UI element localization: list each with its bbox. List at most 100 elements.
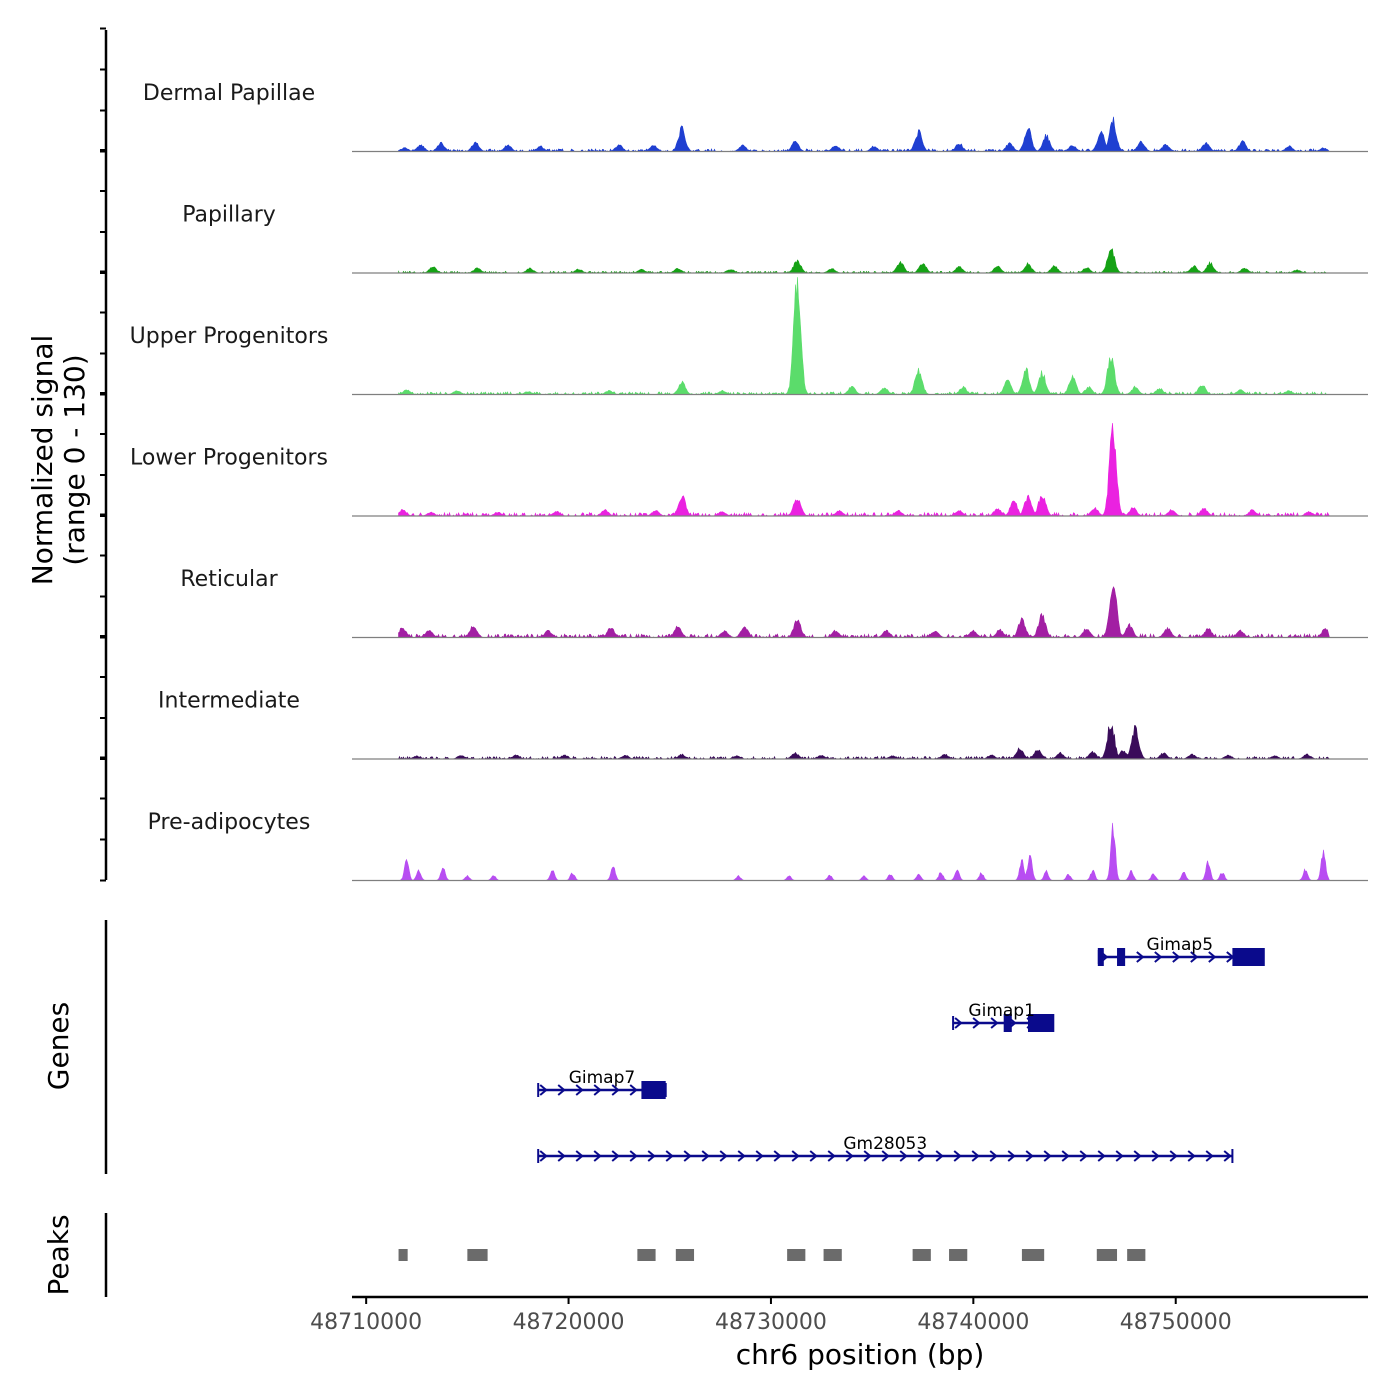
track-label: Reticular <box>180 567 278 592</box>
track-signal-area <box>398 116 1331 153</box>
strand-arrow <box>845 1150 854 1162</box>
exon <box>641 1081 666 1099</box>
strand-arrow <box>773 1150 782 1162</box>
x-tick-label: 48710000 <box>310 1310 422 1335</box>
strand-arrow <box>539 1150 548 1162</box>
exon <box>1027 1014 1055 1032</box>
strand-arrow <box>737 1150 746 1162</box>
x-axis-title: chr6 position (bp) <box>736 1338 985 1371</box>
strand-arrow <box>954 1017 963 1029</box>
strand-arrow <box>791 1150 800 1162</box>
strand-arrow <box>881 1150 890 1162</box>
gene-label: Gimap7 <box>569 1068 635 1088</box>
strand-arrow <box>1172 951 1181 963</box>
strand-arrow <box>593 1084 602 1096</box>
strand-arrow <box>1043 1150 1052 1162</box>
track-signal-area <box>398 822 1330 881</box>
peak-region <box>823 1249 842 1261</box>
track-4: Reticular <box>180 567 1368 639</box>
strand-arrow <box>827 1150 836 1162</box>
strand-arrow <box>863 1150 872 1162</box>
gene-gimap7: Gimap7 <box>537 1068 667 1099</box>
exon <box>1117 948 1126 966</box>
track-1: Papillary <box>182 203 1368 274</box>
track-signal-area <box>398 422 1331 517</box>
strand-arrow <box>1079 1150 1088 1162</box>
track-0: Dermal Papillae <box>143 81 1368 153</box>
strand-arrow <box>917 1150 926 1162</box>
strand-arrow <box>1187 1150 1196 1162</box>
gene-gm28053: Gm28053 <box>537 1134 1234 1163</box>
track-label: Upper Progenitors <box>130 324 329 349</box>
track-label: Pre-adipocytes <box>148 810 311 835</box>
track-label: Intermediate <box>158 689 300 714</box>
track-6: Pre-adipocytes <box>148 810 1368 882</box>
strand-arrow <box>972 1017 981 1029</box>
strand-arrow <box>1115 1150 1124 1162</box>
strand-arrow <box>557 1084 566 1096</box>
y-axis-title-line2: (range 0 - 130) <box>58 354 91 565</box>
genes-track-title: Genes <box>42 1002 75 1090</box>
x-tick-label: 48740000 <box>917 1310 1029 1335</box>
peak-region <box>675 1249 695 1261</box>
x-tick-label: 48750000 <box>1120 1310 1232 1335</box>
exon <box>1097 948 1104 966</box>
gene-label: Gimap1 <box>968 1001 1034 1021</box>
signal-tracks: Dermal Papillae Papillary Upper Progenitor… <box>130 81 1368 882</box>
peaks-track-title: Peaks <box>42 1214 75 1295</box>
strand-arrow <box>557 1150 566 1162</box>
strand-arrow <box>629 1150 638 1162</box>
exon <box>1232 948 1265 966</box>
strand-arrow <box>1169 1150 1178 1162</box>
strand-arrow <box>701 1150 710 1162</box>
strand-arrow <box>809 1150 818 1162</box>
strand-arrow <box>629 1084 638 1096</box>
strand-arrow <box>755 1150 764 1162</box>
peak-region <box>949 1249 968 1261</box>
peaks-track <box>398 1249 1146 1261</box>
x-tick-label: 48720000 <box>513 1310 625 1335</box>
strand-arrow <box>1151 1150 1160 1162</box>
strand-arrow <box>611 1150 620 1162</box>
track-3: Lower Progenitors <box>130 422 1368 517</box>
peak-region <box>467 1249 488 1261</box>
strand-arrow <box>683 1150 692 1162</box>
peak-region <box>1127 1249 1146 1261</box>
strand-arrow <box>1025 1150 1034 1162</box>
x-axis-ticks: 48710000 48720000 48730000 48740000 48750000 <box>310 1297 1232 1335</box>
peak-region <box>1096 1249 1118 1261</box>
strand-arrow <box>593 1150 602 1162</box>
strand-arrow <box>990 1017 999 1029</box>
track-label: Dermal Papillae <box>143 81 315 106</box>
strand-arrow <box>1205 1150 1214 1162</box>
strand-arrow <box>1223 1150 1232 1162</box>
x-tick-label: 48730000 <box>715 1310 827 1335</box>
strand-arrow <box>1208 951 1217 963</box>
peak-region <box>787 1249 806 1261</box>
track-signal-area <box>398 277 1330 396</box>
gene-gimap5: Gimap5 <box>1097 935 1265 966</box>
peak-region <box>1021 1249 1045 1261</box>
gene-label: Gimap5 <box>1147 935 1213 955</box>
track-label: Lower Progenitors <box>130 446 328 471</box>
strand-arrow <box>1007 1150 1016 1162</box>
strand-arrow <box>1190 951 1199 963</box>
strand-arrow <box>935 1150 944 1162</box>
peak-region <box>637 1249 656 1261</box>
peak-region <box>912 1249 931 1261</box>
strand-arrow <box>989 1150 998 1162</box>
track-2: Upper Progenitors <box>130 277 1368 396</box>
strand-arrow <box>1154 951 1163 963</box>
strand-arrow <box>971 1150 980 1162</box>
strand-arrow <box>1061 1150 1070 1162</box>
strand-arrow <box>539 1084 548 1096</box>
strand-arrow <box>575 1150 584 1162</box>
track-signal-area <box>398 586 1330 639</box>
strand-arrow <box>1133 1150 1142 1162</box>
track-label: Papillary <box>182 203 276 228</box>
track-signal-area <box>398 725 1331 760</box>
genes-track: Gimap5 Gimap1 Gimap7 Gm28053 <box>537 935 1265 1163</box>
strand-arrow <box>647 1150 656 1162</box>
strand-arrow <box>665 1150 674 1162</box>
